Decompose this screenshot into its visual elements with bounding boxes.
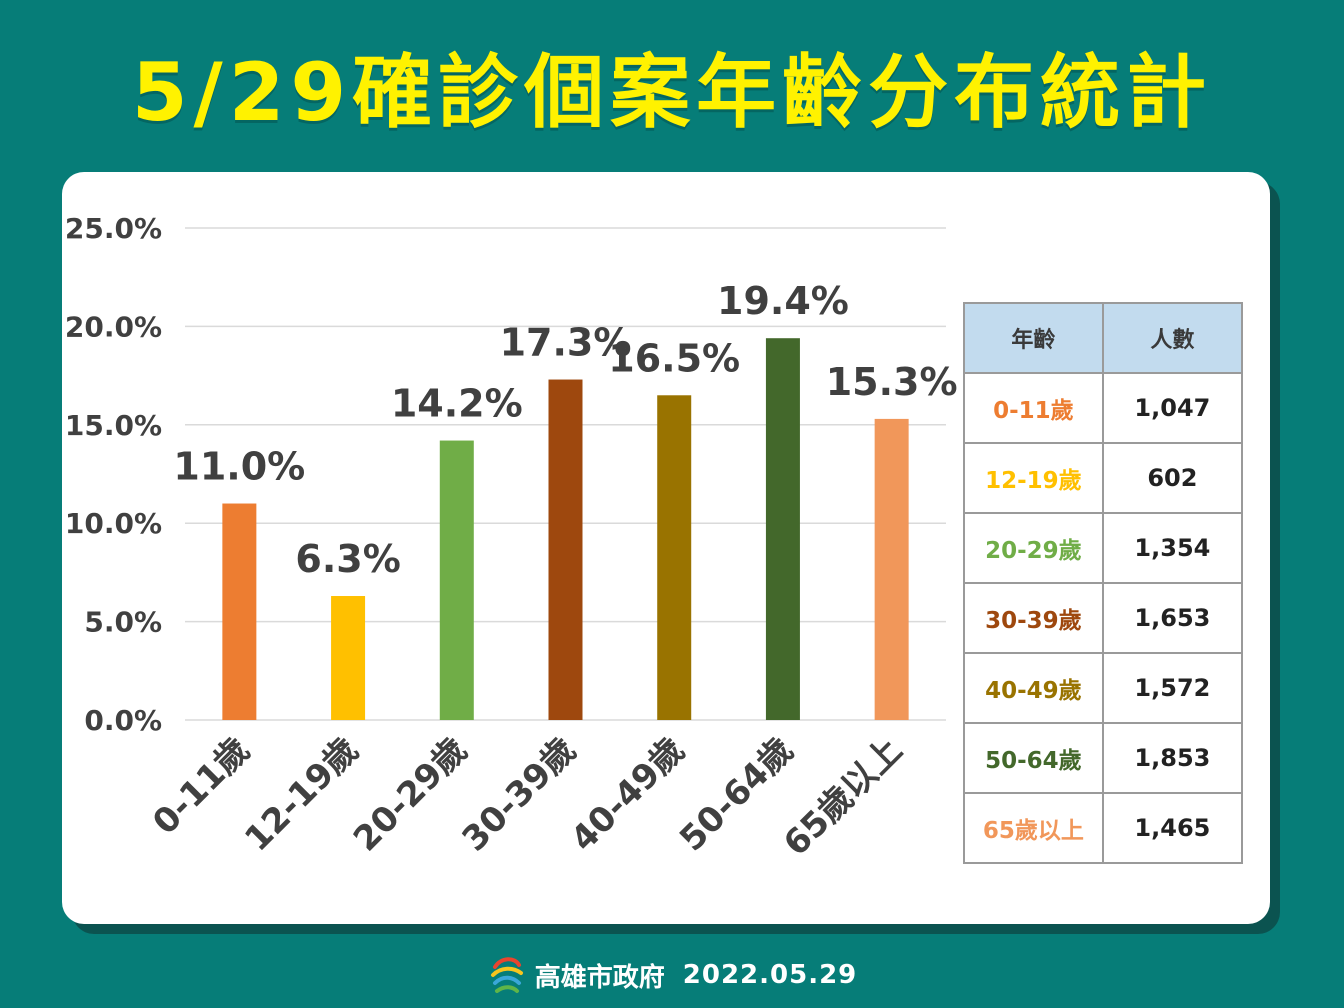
x-tick-label: 20-29歲 [346,730,475,859]
bars [222,338,908,720]
bar [440,441,474,720]
table-cell-age: 65歲以上 [964,793,1103,863]
table-header-age: 年齡 [964,303,1103,373]
bar [875,419,909,720]
table-row: 0-11歲 1,047 [964,373,1242,443]
x-tick-label: 30-39歲 [455,730,584,859]
bar [331,596,365,720]
x-tick-label: 0-11歲 [145,730,257,842]
table-cell-age: 50-64歲 [964,723,1103,793]
y-tick-label: 15.0% [65,409,162,442]
x-tick-label: 40-49歲 [563,730,692,859]
y-tick-label: 5.0% [84,606,162,639]
bar-value-label: 15.3% [826,360,958,404]
table-cell-count: 1,653 [1103,583,1242,653]
age-count-table: 年齡 人數 0-11歲 1,047 12-19歲 602 20-29歲 1,354 30-3… [963,302,1243,864]
bar [657,395,691,720]
table-row: 50-64歲 1,853 [964,723,1242,793]
kaohsiung-city-logo-icon [487,955,527,995]
table-row: 12-19歲 602 [964,443,1242,513]
table-cell-count: 1,572 [1103,653,1242,723]
table-row: 65歲以上 1,465 [964,793,1242,863]
bar [549,380,583,720]
bar [222,504,256,720]
bar-value-label: 16.5% [608,336,740,380]
table-header-count: 人數 [1103,303,1242,373]
y-tick-label: 25.0% [65,212,162,245]
y-axis-ticks: 0.0% 5.0% 10.0% 15.0% 20.0% 25.0% [65,212,162,737]
footer-date: 2022.05.29 [683,960,857,990]
table-cell-age: 40-49歲 [964,653,1103,723]
bar-value-label: 19.4% [717,279,849,323]
table-cell-age: 20-29歲 [964,513,1103,583]
table-cell-count: 1,354 [1103,513,1242,583]
footer-org: 高雄市政府 [535,957,665,994]
table-cell-age: 12-19歲 [964,443,1103,513]
bar [766,338,800,720]
table-row: 30-39歲 1,653 [964,583,1242,653]
bar-value-label: 6.3% [295,537,400,581]
x-tick-label: 12-19歲 [237,730,366,859]
y-tick-label: 10.0% [65,507,162,540]
bar-value-label: 11.0% [173,445,305,489]
table-cell-count: 602 [1103,443,1242,513]
x-tick-label: 65歲以上 [776,730,910,864]
table-row: 40-49歲 1,572 [964,653,1242,723]
y-tick-label: 0.0% [84,704,162,737]
bar-value-label: 14.2% [391,382,523,426]
y-tick-label: 20.0% [65,310,162,343]
table-cell-count: 1,047 [1103,373,1242,443]
footer: 高雄市政府 2022.05.29 [0,952,1344,998]
table-cell-age: 30-39歲 [964,583,1103,653]
table-cell-count: 1,853 [1103,723,1242,793]
table-cell-count: 1,465 [1103,793,1242,863]
table-cell-age: 0-11歲 [964,373,1103,443]
table-header-row: 年齡 人數 [964,303,1242,373]
table-row: 20-29歲 1,354 [964,513,1242,583]
